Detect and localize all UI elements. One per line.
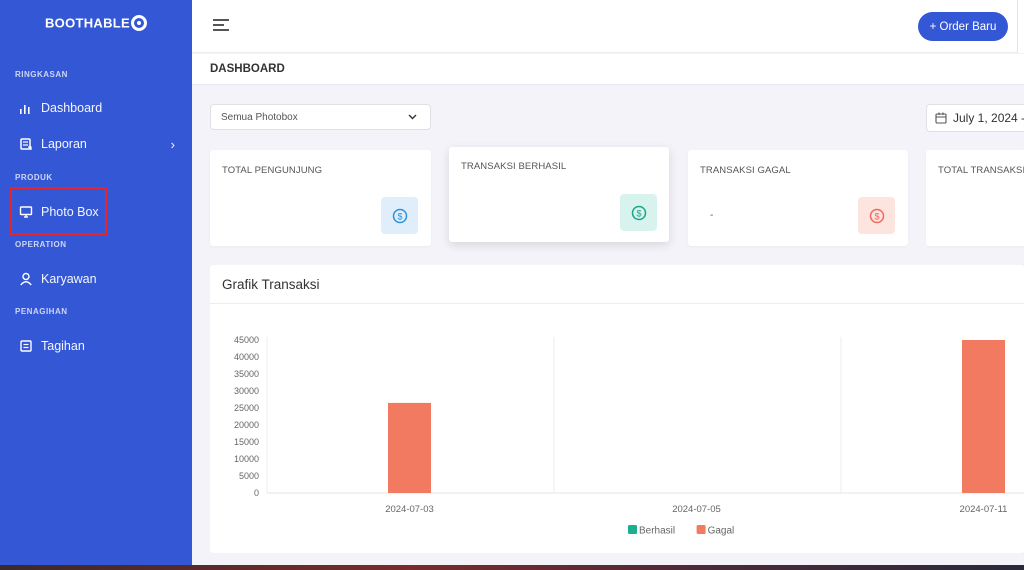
dollar-icon: $ bbox=[392, 208, 407, 223]
y-tick-label: 0 bbox=[254, 488, 259, 498]
order-baru-button[interactable]: + Order Baru bbox=[918, 12, 1008, 41]
legend-label: Berhasil bbox=[639, 526, 675, 537]
bar-gagal bbox=[962, 340, 1005, 493]
stat-card-label: TRANSAKSI BERHASIL bbox=[461, 161, 567, 172]
sidebar-item-photo-box[interactable]: Photo Box bbox=[0, 199, 192, 225]
y-tick-label: 5000 bbox=[239, 471, 259, 481]
stat-card-value: - bbox=[710, 210, 714, 221]
chevron-right-icon: › bbox=[170, 136, 175, 152]
sidebar-item-label: Laporan bbox=[41, 137, 87, 151]
topbar-edge bbox=[1017, 0, 1024, 53]
chart-card: Grafik Transaksi 0 5000 10000 15000 20000 250… bbox=[210, 265, 1024, 553]
y-tick-label: 30000 bbox=[234, 386, 259, 396]
page-title: DASHBOARD bbox=[210, 63, 285, 75]
y-tick-label: 10000 bbox=[234, 454, 259, 464]
stat-card-badge: $ bbox=[858, 197, 895, 234]
section-title-penagihan: PENAGIHAN bbox=[15, 307, 68, 316]
stat-card-label: TRANSAKSI GAGAL bbox=[700, 165, 791, 176]
bar-chart-icon bbox=[19, 101, 33, 115]
sidebar-item-label: Tagihan bbox=[41, 339, 85, 353]
calendar-icon bbox=[935, 112, 947, 124]
photobox-select[interactable]: Semua Photobox bbox=[210, 104, 431, 130]
taskbar-strip bbox=[0, 565, 1024, 570]
stat-card-transaksi-gagal: TRANSAKSI GAGAL - $ bbox=[688, 150, 908, 246]
invoice-icon bbox=[19, 339, 33, 353]
stat-card-total-transaksi: TOTAL TRANSAKSI bbox=[926, 150, 1024, 246]
y-tick-label: 20000 bbox=[234, 420, 259, 430]
brand-logo[interactable]: BOOTHABLE bbox=[0, 14, 192, 32]
chart-divider bbox=[210, 303, 1024, 304]
user-icon bbox=[19, 272, 33, 286]
dollar-icon: $ bbox=[869, 208, 884, 223]
logo-mark-icon bbox=[131, 14, 148, 31]
brand-name: BOOTHABLE bbox=[44, 15, 131, 31]
transaction-chart: 0 5000 10000 15000 20000 25000 30000 35000 40000… bbox=[234, 335, 1024, 537]
chevron-down-icon bbox=[407, 111, 418, 125]
sidebar-item-label: Photo Box bbox=[41, 205, 99, 219]
bar-gagal bbox=[388, 402, 431, 493]
sidebar-item-tagihan[interactable]: Tagihan bbox=[0, 333, 192, 359]
stat-card-total-pengunjung: TOTAL PENGUNJUNG $ bbox=[210, 150, 431, 246]
stat-card-label: TOTAL PENGUNJUNG bbox=[222, 165, 323, 176]
svg-text:$: $ bbox=[397, 211, 402, 221]
chart-title: Grafik Transaksi bbox=[222, 277, 320, 292]
section-title-operation: OPERATION bbox=[15, 240, 67, 249]
x-tick-label: 2024-07-03 bbox=[385, 504, 434, 515]
report-icon bbox=[19, 137, 33, 151]
y-tick-label: 35000 bbox=[234, 369, 259, 379]
sidebar: BOOTHABLE RINGKASAN Dashboard Laporan › … bbox=[0, 0, 192, 565]
sidebar-item-label: Karyawan bbox=[41, 272, 97, 286]
section-title-produk: PRODUK bbox=[15, 173, 53, 182]
dollar-icon: $ bbox=[631, 205, 646, 220]
date-range-picker[interactable]: July 1, 2024 - bbox=[926, 104, 1024, 132]
photobox-select-value: Semua Photobox bbox=[221, 111, 298, 123]
sidebar-item-laporan[interactable]: Laporan › bbox=[0, 131, 192, 157]
stat-card-badge: $ bbox=[381, 197, 418, 234]
date-range-value: July 1, 2024 - bbox=[953, 111, 1024, 125]
y-tick-label: 40000 bbox=[234, 352, 259, 362]
y-tick-label: 15000 bbox=[234, 437, 259, 447]
svg-text:$: $ bbox=[636, 208, 641, 218]
page-header: DASHBOARD bbox=[192, 54, 1024, 85]
svg-text:$: $ bbox=[874, 211, 879, 221]
stat-card-badge: $ bbox=[620, 194, 657, 231]
legend-swatch bbox=[696, 525, 706, 534]
y-tick-label: 25000 bbox=[234, 403, 259, 413]
highlight-box bbox=[10, 187, 107, 235]
legend-swatch bbox=[628, 525, 637, 534]
sidebar-item-karyawan[interactable]: Karyawan bbox=[0, 266, 192, 292]
y-tick-label: 45000 bbox=[234, 335, 259, 345]
x-tick-label: 2024-07-11 bbox=[960, 504, 1008, 515]
section-title-ringkasan: RINGKASAN bbox=[15, 70, 68, 79]
sidebar-item-label: Dashboard bbox=[41, 101, 103, 115]
topbar: + Order Baru bbox=[192, 0, 1024, 53]
legend-label: Gagal bbox=[708, 526, 735, 537]
monitor-icon bbox=[19, 205, 33, 219]
sidebar-item-dashboard[interactable]: Dashboard bbox=[0, 95, 192, 121]
stat-card-transaksi-berhasil: TRANSAKSI BERHASIL $ bbox=[449, 147, 669, 242]
x-tick-label: 2024-07-05 bbox=[672, 504, 721, 515]
menu-toggle-icon[interactable] bbox=[213, 19, 229, 34]
stat-card-label: TOTAL TRANSAKSI bbox=[938, 165, 1024, 176]
